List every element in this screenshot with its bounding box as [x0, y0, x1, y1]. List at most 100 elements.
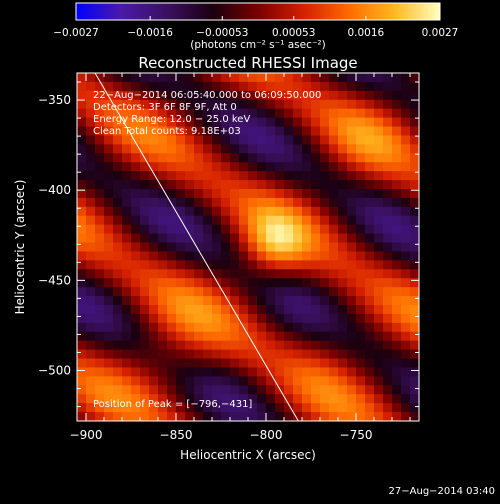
heatmap-cell: [194, 349, 204, 360]
heatmap-cell: [221, 305, 231, 315]
heatmap-cell: [284, 367, 294, 377]
heatmap-cell: [248, 90, 258, 101]
heatmap-cell: [203, 162, 213, 172]
heatmap-cell: [356, 322, 366, 333]
heatmap-cell: [185, 153, 195, 163]
heatmap-cell: [221, 367, 231, 377]
heatmap-cell: [320, 313, 330, 324]
heatmap-cell: [392, 376, 402, 386]
heatmap-cell: [293, 394, 303, 404]
heatmap-cell: [113, 331, 123, 342]
heatmap-cell: [221, 81, 231, 92]
heatmap-cell: [212, 153, 222, 163]
heatmap-cell: [410, 215, 419, 226]
heatmap-cell: [203, 144, 213, 154]
heatmap-cell: [194, 242, 204, 253]
y-tick-label: −500: [38, 364, 71, 378]
heatmap-cell: [293, 376, 303, 386]
heatmap-cell: [203, 189, 213, 199]
heatmap-cell: [149, 412, 159, 421]
heatmap-cell: [113, 349, 123, 360]
heatmap-cell: [185, 206, 195, 217]
heatmap-cell: [356, 269, 366, 279]
heatmap-cell: [140, 99, 150, 110]
heatmap-cell: [113, 340, 123, 351]
heatmap-cell: [392, 73, 402, 83]
heatmap-cell: [230, 117, 240, 128]
heatmap-cell: [194, 251, 204, 261]
heatmap-cell: [113, 269, 123, 279]
heatmap-cell: [320, 251, 330, 261]
heatmap-cell: [248, 180, 258, 190]
heatmap-cell: [185, 162, 195, 172]
heatmap-cell: [248, 358, 258, 369]
heatmap-cell: [239, 135, 249, 145]
heatmap-cell: [257, 117, 267, 128]
heatmap-cell: [77, 296, 87, 306]
heatmap-cell: [239, 242, 249, 253]
heatmap-cell: [194, 331, 204, 342]
heatmap-cell: [293, 171, 303, 181]
heatmap-cell: [293, 305, 303, 315]
heatmap-cell: [302, 90, 312, 101]
heatmap-cell: [293, 322, 303, 333]
heatmap-cell: [338, 296, 348, 306]
heatmap-cell: [311, 305, 321, 315]
heatmap-cell: [374, 296, 384, 306]
heatmap-cell: [140, 135, 150, 145]
heatmap-cell: [104, 180, 114, 190]
heatmap-cell: [185, 144, 195, 154]
heatmap-cell: [212, 394, 222, 404]
heatmap-cell: [131, 349, 141, 360]
heatmap-cell: [284, 117, 294, 128]
heatmap-cell: [374, 162, 384, 172]
heatmap-cell: [410, 376, 419, 386]
heatmap-cell: [257, 135, 267, 145]
heatmap-cell: [329, 224, 339, 235]
heatmap-cell: [185, 313, 195, 324]
heatmap-cell: [356, 296, 366, 306]
heatmap-cell: [194, 367, 204, 377]
heatmap-cell: [401, 126, 411, 137]
heatmap-cell: [293, 99, 303, 110]
heatmap-cell: [383, 322, 393, 333]
heatmap-cell: [167, 215, 177, 226]
heatmap-cell: [257, 340, 267, 351]
heatmap-cell: [374, 349, 384, 360]
heatmap-cell: [221, 358, 231, 369]
heatmap-cell: [293, 313, 303, 324]
heatmap-cell: [257, 287, 267, 297]
heatmap-cell: [122, 385, 132, 395]
heatmap-cell: [374, 99, 384, 110]
heatmap-cell: [95, 81, 105, 92]
heatmap-cell: [176, 376, 186, 386]
heatmap-cell: [383, 394, 393, 404]
heatmap-cell: [239, 412, 249, 421]
heatmap-cell: [122, 340, 132, 351]
heatmap-cell: [293, 403, 303, 413]
heatmap-cell: [311, 296, 321, 306]
heatmap-cell: [284, 171, 294, 181]
heatmap-cell: [365, 99, 375, 110]
heatmap-cell: [104, 242, 114, 253]
heatmap-cell: [302, 305, 312, 315]
heatmap-cell: [293, 73, 303, 83]
heatmap-cell: [77, 99, 87, 110]
heatmap-cell: [167, 322, 177, 333]
heatmap-cell: [248, 197, 258, 208]
heatmap-cell: [104, 144, 114, 154]
heatmap-cell: [167, 171, 177, 181]
heatmap-cell: [374, 385, 384, 395]
heatmap-cell: [95, 260, 105, 270]
heatmap-cell: [356, 403, 366, 413]
heatmap-cell: [356, 305, 366, 315]
heatmap-cell: [158, 108, 168, 119]
heatmap-cell: [365, 260, 375, 270]
heatmap-cell: [302, 412, 312, 421]
heatmap-cell: [95, 162, 105, 172]
heatmap-cell: [230, 403, 240, 413]
heatmap-cell: [311, 206, 321, 217]
heatmap-cell: [95, 251, 105, 261]
heatmap-cell: [401, 296, 411, 306]
heatmap-cell: [104, 189, 114, 199]
